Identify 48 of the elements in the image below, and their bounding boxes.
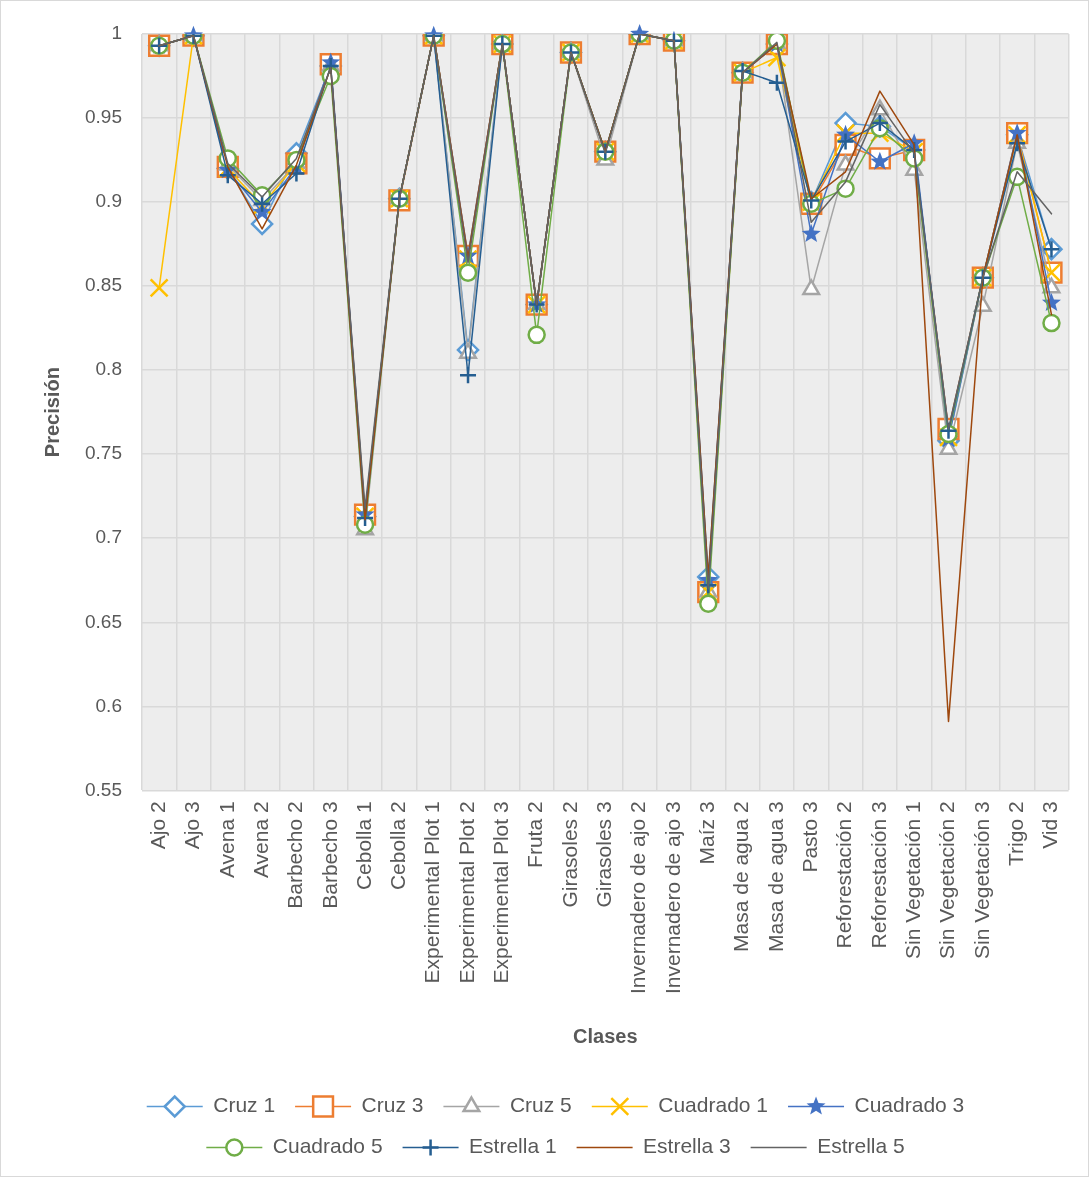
legend-label: Cuadrado 5 <box>272 1134 383 1158</box>
x-tick-label: Experimental Plot 3 <box>489 801 513 984</box>
x-tick-label: Experimental Plot 1 <box>420 801 444 984</box>
x-tick-label: Fruta 2 <box>523 801 547 868</box>
x-tick-label: Pasto 3 <box>798 801 822 873</box>
x-axis-title: Clases <box>573 1024 638 1047</box>
x-tick-label: Barbecho 2 <box>283 801 307 909</box>
x-tick-label: Experimental Plot 2 <box>454 801 478 984</box>
legend-label: Cuadrado 1 <box>658 1093 769 1117</box>
y-tick-label: 0.55 <box>85 778 122 800</box>
y-axis-title: Precisión <box>40 367 63 458</box>
y-tick-label: 0.6 <box>95 694 122 716</box>
y-tick-label: 1 <box>111 22 122 44</box>
y-tick-label: 0.75 <box>85 442 122 464</box>
x-tick-label: Girasoles 3 <box>592 801 616 908</box>
y-tick-label: 0.8 <box>95 358 122 380</box>
y-tick-label: 0.95 <box>85 106 122 128</box>
y-tick-label: 0.7 <box>95 526 122 548</box>
x-tick-label: Reforestación 2 <box>832 801 856 949</box>
legend-label: Cruz 3 <box>361 1093 424 1117</box>
x-tick-label: Invernadero de ajo 3 <box>660 801 684 994</box>
x-tick-label: Sin Vegetación 3 <box>969 801 993 959</box>
legend-label: Estrella 1 <box>469 1134 557 1158</box>
x-tick-label: Sin Vegetación 1 <box>900 801 924 959</box>
x-tick-label: Vid 3 <box>1038 801 1062 849</box>
x-tick-label: Barbecho 3 <box>317 801 341 909</box>
x-tick-label: Ajo 3 <box>180 801 204 850</box>
legend-label: Cruz 5 <box>509 1093 572 1117</box>
x-tick-label: Avena 2 <box>248 801 272 879</box>
legend-label: Cruz 1 <box>213 1093 276 1117</box>
x-tick-label: Masa de agua 2 <box>729 801 753 952</box>
x-tick-label: Sin Vegetación 2 <box>935 801 959 959</box>
x-tick-label: Avena 1 <box>214 801 238 879</box>
y-tick-label: 0.9 <box>95 190 122 212</box>
x-tick-label: Girasoles 2 <box>557 801 581 908</box>
legend-label: Estrella 3 <box>643 1134 731 1158</box>
y-tick-label: 0.65 <box>85 610 122 632</box>
x-tick-label: Reforestación 3 <box>866 801 890 949</box>
legend-label: Estrella 5 <box>817 1134 905 1158</box>
x-tick-label: Masa de agua 3 <box>763 801 787 952</box>
y-tick-label: 0.85 <box>85 274 122 296</box>
legend-label: Cuadrado 3 <box>854 1093 965 1117</box>
x-tick-label: Cebolla 1 <box>351 801 375 891</box>
x-tick-label: Invernadero de ajo 2 <box>626 801 650 994</box>
x-tick-label: Trigo 2 <box>1003 801 1027 866</box>
x-tick-label: Ajo 2 <box>145 801 169 850</box>
x-tick-label: Cebolla 2 <box>386 801 410 891</box>
x-tick-label: Maíz 3 <box>695 801 719 865</box>
